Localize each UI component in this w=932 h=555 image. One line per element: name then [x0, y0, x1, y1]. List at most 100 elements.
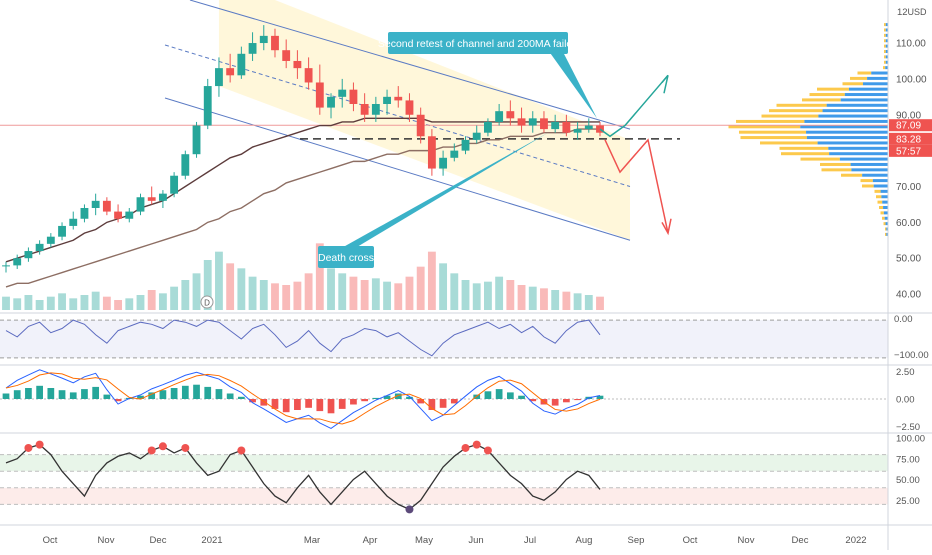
- volume-profile-bar-down: [877, 200, 883, 204]
- macd-signal-line: [5, 372, 601, 425]
- volume-bar: [416, 266, 425, 310]
- volume-profile-bar-up: [822, 109, 888, 113]
- time-axis[interactable]: Oct Nov Dec 2021 Mar Apr May Jun Jul Aug Sep Oct Nov…: [43, 535, 867, 546]
- volume-bar: [472, 283, 481, 310]
- time-axis-label: Apr: [363, 535, 378, 546]
- candle-body: [35, 243, 44, 252]
- volume-profile-bar-up: [806, 136, 888, 140]
- macd-histogram-bar: [58, 390, 66, 399]
- macd-histogram-bar: [406, 396, 413, 399]
- candle-body: [136, 197, 145, 212]
- stochastic-overbought-dot: [147, 446, 156, 455]
- candle-body: [495, 111, 504, 122]
- volume-bar: [35, 300, 44, 310]
- macd-histogram-bar: [439, 399, 447, 408]
- volume-bar: [58, 293, 66, 310]
- stochastic-overbought-dot: [461, 443, 470, 452]
- volume-bar: [226, 263, 235, 310]
- candle-body: [24, 251, 33, 259]
- volume-profile-bar-up: [885, 55, 888, 59]
- volume-profile-bar-down: [860, 179, 873, 183]
- candle-body: [315, 82, 324, 108]
- candle-body: [293, 60, 302, 69]
- macd-histogram-bar: [383, 395, 391, 399]
- volume-profile-bar-up: [818, 114, 888, 118]
- volume-bar: [495, 276, 504, 310]
- channel-upper-line: [189, 0, 631, 130]
- price-panel[interactable]: Second retest of channel and 200MA faile…: [0, 0, 888, 310]
- volume-bar: [69, 298, 78, 310]
- volume-bar: [427, 251, 436, 310]
- volume-profile-bar-down: [841, 173, 863, 177]
- macd-histogram-bar: [305, 399, 312, 408]
- candle-body: [192, 125, 201, 155]
- volume-bar: [13, 298, 22, 310]
- candle-body: [102, 200, 111, 212]
- volume-profile-bar-down: [885, 232, 887, 236]
- time-axis-label: Dec: [150, 535, 167, 546]
- candle-body: [282, 50, 291, 61]
- volume-profile-bar-up: [886, 227, 888, 231]
- volume-bar: [282, 285, 291, 310]
- macd-histogram-bar: [495, 389, 503, 399]
- time-axis-label: Sep: [628, 535, 645, 546]
- volume-bar: [360, 280, 369, 310]
- callout-top-pointer: [548, 50, 597, 119]
- stochastic-overbought-dot: [35, 440, 44, 449]
- volume-profile-bar-down: [740, 136, 807, 140]
- callout-top-box: [388, 32, 568, 54]
- indicator-3-tick-label: 50.00: [896, 475, 920, 486]
- indicator-1-tick-label: −100.00: [894, 350, 929, 361]
- indicator-2-tick-label: −2.50: [896, 422, 920, 433]
- candle-body: [215, 68, 223, 87]
- volume-bar: [271, 283, 279, 310]
- time-axis-label: Oct: [43, 535, 58, 546]
- time-axis-label: May: [415, 535, 433, 546]
- volume-bar: [259, 280, 268, 310]
- volume-profile-bar-down: [769, 109, 823, 113]
- moving-average-50-line: [5, 128, 600, 288]
- indicator-panel-1[interactable]: [0, 319, 888, 359]
- volume-profile-bar-down: [820, 162, 851, 166]
- stochastic-upper-band: [0, 454, 888, 472]
- macd-histogram-bar: [204, 386, 212, 399]
- indicator-2-tick-label: 0.00: [896, 395, 915, 406]
- volume-profile-bar-up: [885, 44, 888, 48]
- volume-bar: [506, 280, 515, 310]
- candle-body: [2, 265, 10, 267]
- volume-profile-bar-up: [817, 141, 888, 145]
- dividend-marker-label: D: [204, 299, 210, 308]
- macd-histogram-bar: [417, 399, 425, 404]
- volume-bar: [181, 280, 190, 310]
- volume-profile-bar-up: [885, 222, 888, 226]
- stochastic-line: [5, 443, 601, 511]
- bearish-projection-path: [604, 138, 669, 234]
- candle-body: [450, 150, 459, 158]
- volume-profile-bar-down: [883, 66, 886, 70]
- volume-bar: [158, 293, 167, 310]
- callout-death-cross-text: Death cross: [318, 252, 374, 264]
- candle-body: [158, 193, 167, 201]
- stochastic-overbought-dot: [472, 440, 481, 449]
- macd-histogram-bar: [137, 395, 144, 399]
- volume-profile-bar-down: [857, 71, 872, 75]
- price-badge-text: 83.28: [896, 134, 921, 145]
- candle-body: [394, 96, 403, 101]
- stochastic-overbought-dot: [24, 443, 33, 452]
- candle-body: [517, 118, 526, 126]
- volume-bar: [192, 273, 201, 310]
- dividend-marker-icon[interactable]: [200, 295, 214, 309]
- volume-bar: [125, 298, 134, 310]
- callout-death-cross-box: [318, 246, 374, 268]
- price-badge-text: 87.09: [896, 121, 921, 132]
- macd-histogram-bar: [159, 390, 167, 399]
- volume-bar: [304, 273, 313, 310]
- volume-profile-bar-up: [839, 157, 888, 161]
- macd-histogram-bar: [372, 397, 380, 399]
- indicator-panel-3[interactable]: [0, 440, 888, 514]
- volume-bar: [102, 296, 111, 310]
- candle-body: [439, 157, 448, 169]
- indicator-panel-2[interactable]: [0, 369, 888, 429]
